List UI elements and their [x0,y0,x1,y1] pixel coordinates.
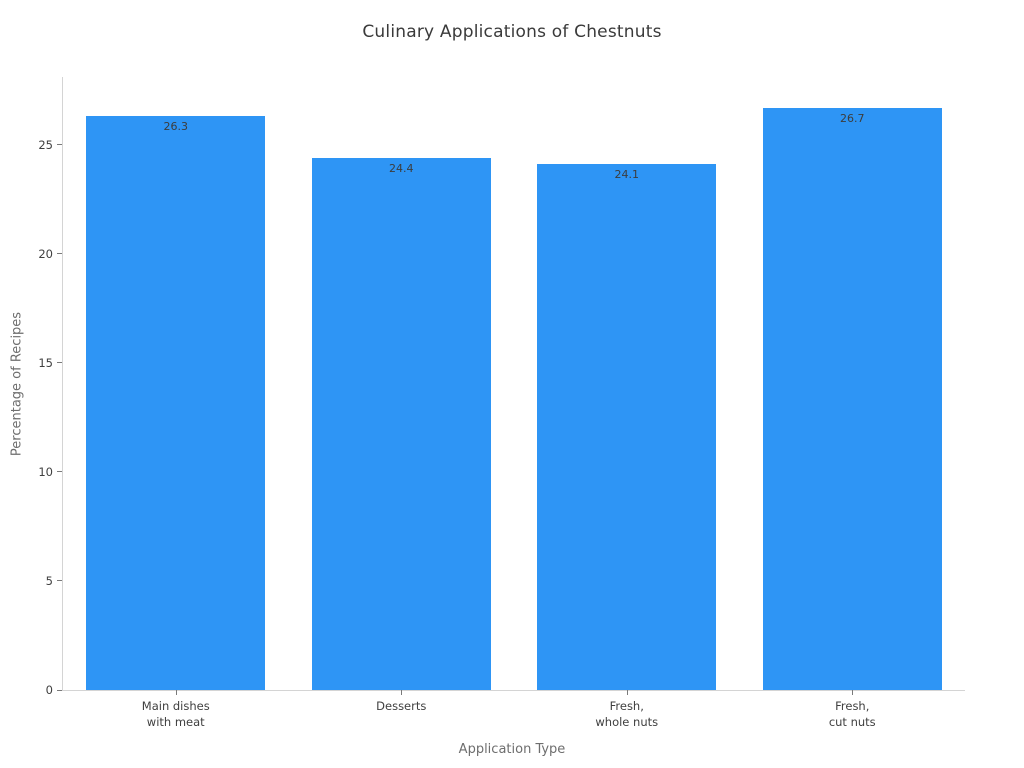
y-tick-mark [57,253,62,255]
x-tick-label: Fresh, cut nuts [828,699,876,729]
bar: 26.7 [762,107,942,690]
chart-title: Culinary Applications of Chestnuts [362,22,662,42]
x-tick-label: Desserts [376,699,427,713]
bar-value-label: 26.7 [839,111,865,125]
y-tick-label: 5 [45,573,53,588]
x-tick-mark [852,690,854,695]
y-tick-mark [57,689,62,691]
y-tick-label: 10 [38,464,53,479]
x-tick-mark [175,690,177,695]
y-tick-label: 0 [45,683,53,697]
x-axis-title: Application Type [458,742,566,757]
x-tick-mark [401,690,403,695]
y-tick-mark [57,580,62,582]
plot-area: Percentage of Recipes 0 5 10 15 20 25 26.3 Main… [10,77,965,729]
bar: 24.4 [311,157,491,690]
y-tick-label: 20 [38,246,53,261]
y-tick-mark [57,144,62,146]
y-tick-mark [57,471,62,473]
y-tick-mark [57,362,62,364]
bar-value-label: 24.1 [614,168,639,182]
x-tick-label: Fresh, whole nuts [595,699,659,729]
x-tick-label: Main dishes with meat [141,699,210,729]
bar: 26.3 [86,116,266,690]
bar-value-label: 26.3 [163,120,188,134]
x-tick-mark [626,690,628,695]
bar: 24.1 [537,164,717,690]
y-tick-label: 25 [38,137,53,152]
y-axis-title: Percentage of Recipes [9,311,25,456]
bar-value-label: 24.4 [388,161,414,175]
y-tick-label: 15 [38,355,53,370]
